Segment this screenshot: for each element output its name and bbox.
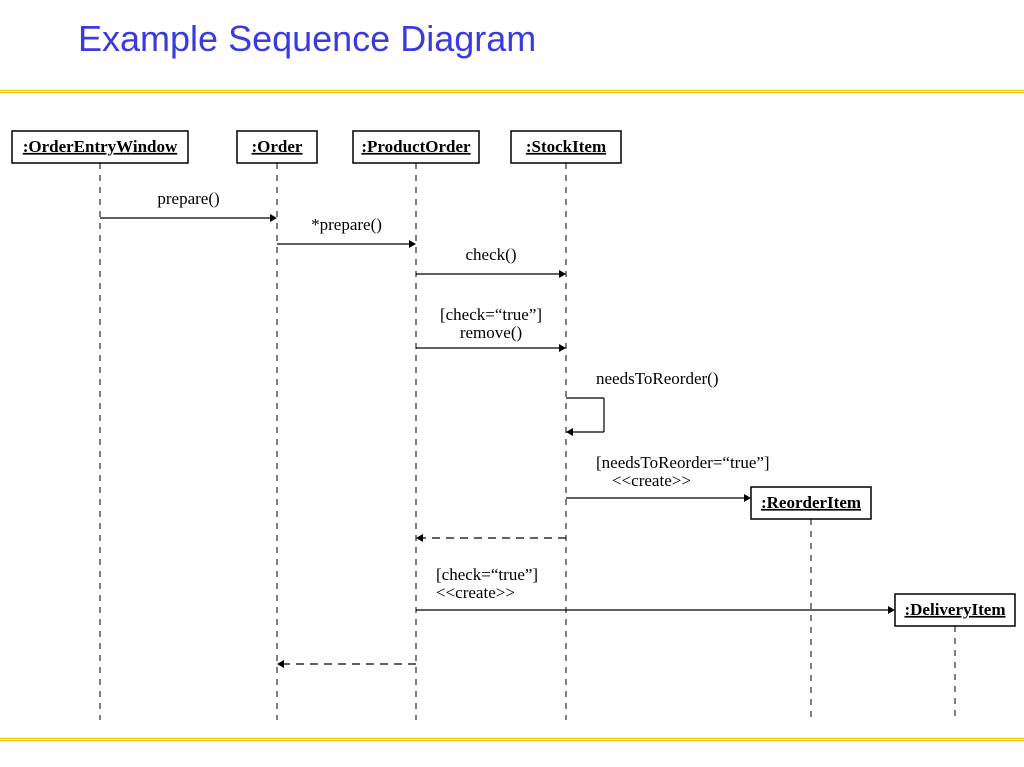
message-label: prepare() [157,189,219,208]
participant-label-oew: :OrderEntryWindow [23,137,178,156]
message-label: [check=“true”] [440,305,542,324]
message-label: <<create>> [612,471,691,490]
message-label: [needsToReorder=“true”] [596,453,770,472]
sequence-diagram: :OrderEntryWindow :Order :ProductOrder :Sto… [0,0,1024,767]
message-label: remove() [460,323,522,342]
message-label: check() [466,245,517,264]
participant-label-ri: :ReorderItem [761,493,861,512]
message-label: needsToReorder() [596,369,718,388]
message-label: *prepare() [311,215,382,234]
participant-label-ord: :Order [252,137,303,156]
participant-label-di: :DeliveryItem [904,600,1005,619]
message-label: <<create>> [436,583,515,602]
message-label: [check=“true”] [436,565,538,584]
participant-label-po: :ProductOrder [361,137,471,156]
participant-label-si: :StockItem [526,137,606,156]
divider-bottom [0,738,1024,741]
